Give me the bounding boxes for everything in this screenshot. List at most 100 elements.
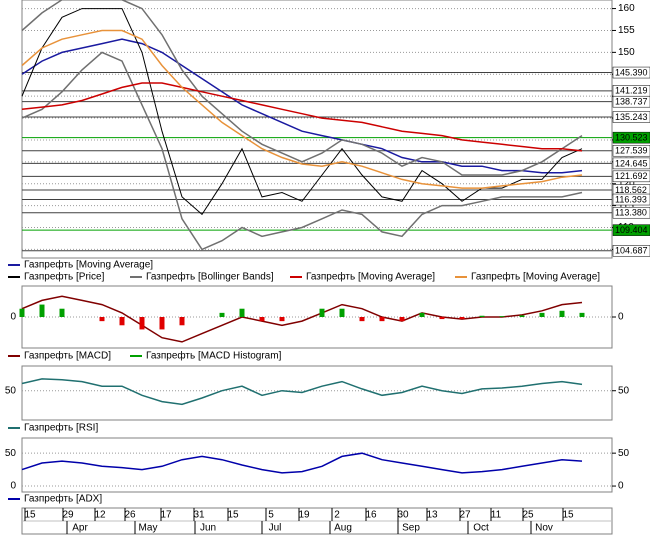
level-label: 121.692	[615, 171, 648, 181]
x-tick-label: 25	[522, 510, 534, 521]
legend-label: Газпрефть [MACD]	[24, 350, 111, 362]
y-tick-label-left: 0	[10, 312, 16, 323]
panel-frame	[21, 437, 613, 493]
x-tick-label: 26	[124, 510, 136, 521]
legend-label: Газпрефть [Moving Average]	[471, 271, 600, 283]
series-line	[21, 38, 583, 174]
histogram-bar	[179, 317, 185, 326]
histogram-bar	[579, 312, 585, 317]
histogram-bar	[279, 317, 285, 322]
level-label: 127.539	[615, 146, 648, 156]
histogram-bar	[479, 315, 485, 317]
level-label: 109.404	[615, 225, 648, 235]
month-label: Aug	[334, 523, 352, 534]
panel-frame	[21, 365, 613, 421]
y-tick-label: 0	[618, 481, 624, 492]
histogram-bar	[39, 304, 45, 317]
series-line	[21, 82, 583, 152]
series-line	[21, 51, 583, 251]
y-tick-label: 160	[618, 3, 635, 14]
legend-label: Газпрефть [Price]	[24, 271, 105, 283]
level-box	[612, 144, 650, 157]
series-line	[21, 0, 583, 176]
x-tick-label: 11	[491, 510, 502, 521]
histogram-bar	[379, 317, 385, 322]
level-label: 145.390	[615, 67, 648, 77]
level-label: 104.687	[615, 246, 648, 256]
month-label: Nov	[535, 523, 553, 534]
histogram-bar	[519, 315, 525, 317]
histogram-bar	[539, 312, 545, 317]
series-line	[21, 295, 583, 343]
legend-label: Газпрефть [ADX]	[24, 493, 102, 505]
x-tick-label: 15	[24, 510, 36, 521]
month-label: Sep	[402, 523, 420, 534]
histogram-bar	[59, 308, 65, 317]
level-label: 116.393	[615, 194, 647, 204]
x-tick-label: 13	[426, 510, 438, 521]
series-line	[21, 378, 583, 406]
month-label: Jul	[269, 523, 282, 534]
x-tick-label: 5	[268, 510, 274, 521]
y-tick-label-left: 50	[5, 448, 17, 459]
histogram-bar	[119, 317, 125, 326]
x-tick-label: 15	[227, 510, 239, 521]
histogram-bar	[359, 317, 365, 322]
histogram-bar	[99, 317, 105, 322]
y-tick-label-left: 0	[10, 481, 16, 492]
y-tick-label: 150	[618, 47, 635, 58]
level-label: 113.380	[615, 208, 647, 218]
x-tick-label: 16	[365, 510, 377, 521]
histogram-bar	[459, 317, 465, 320]
level-box	[612, 66, 650, 79]
month-label: Jun	[200, 523, 216, 534]
histogram-bar	[499, 316, 505, 317]
x-tick-label: 17	[160, 510, 172, 521]
histogram-bar	[399, 317, 405, 322]
level-box	[612, 206, 650, 219]
y-tick-label: 155	[618, 25, 635, 36]
histogram-bar	[419, 312, 425, 317]
x-tick-label: 29	[62, 510, 74, 521]
legend-label: Газпрефть [Moving Average]	[24, 259, 153, 271]
histogram-bar	[239, 308, 245, 317]
level-box	[612, 131, 650, 144]
level-box	[612, 157, 650, 170]
panel-frame	[21, 0, 613, 259]
x-tick-label: 27	[459, 510, 471, 521]
histogram-bar	[259, 317, 265, 322]
level-box	[612, 224, 650, 236]
series-line	[21, 452, 583, 474]
month-label: Oct	[473, 523, 489, 534]
histogram-bar	[19, 308, 25, 317]
legend-label: Газпрефть [MACD Histogram]	[146, 350, 282, 362]
level-label: 138.737	[615, 97, 648, 107]
level-label: 135.243	[615, 112, 648, 122]
x-tick-label: 31	[193, 510, 205, 521]
level-box	[612, 111, 650, 123]
month-label: May	[139, 523, 158, 534]
legend-label: Газпрефть [RSI]	[24, 422, 98, 434]
histogram-bar	[339, 308, 345, 317]
y-tick-label: 50	[618, 385, 630, 396]
x-tick-label: 30	[397, 510, 409, 521]
histogram-bar	[439, 317, 445, 320]
level-label: 130.523	[615, 133, 648, 143]
histogram-bar	[319, 308, 325, 317]
histogram-bar	[139, 317, 145, 330]
histogram-bar	[219, 312, 225, 317]
level-label: 124.645	[615, 158, 648, 168]
histogram-bar	[159, 317, 165, 330]
y-tick-label-left: 50	[5, 385, 17, 396]
y-tick-label: 120	[618, 178, 635, 189]
level-label: 118.562	[615, 185, 647, 195]
legend-label: Газпрефть [Bollinger Bands]	[146, 271, 274, 283]
x-tick-label: 15	[562, 510, 574, 521]
level-box	[612, 245, 650, 257]
y-tick-label: 115	[618, 200, 634, 211]
y-tick-label: 0	[618, 312, 624, 323]
histogram-bar	[559, 310, 565, 317]
x-tick-label: 2	[334, 510, 340, 521]
month-label: Apr	[72, 523, 88, 534]
